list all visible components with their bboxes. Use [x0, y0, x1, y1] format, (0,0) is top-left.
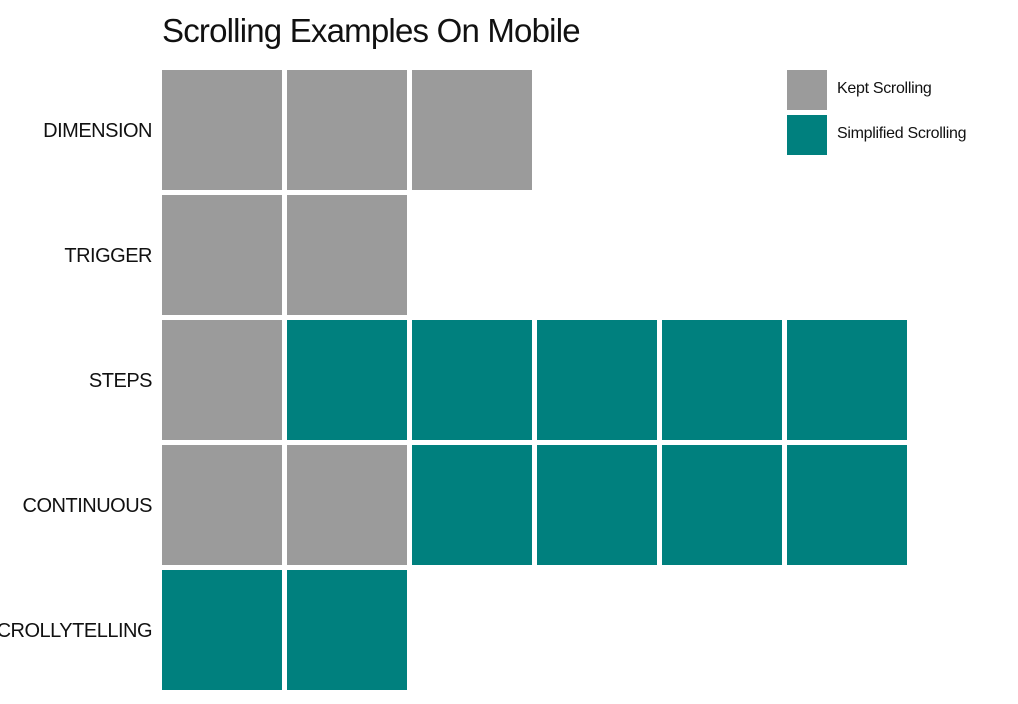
- cell-dimension-2: [287, 70, 407, 190]
- cell-steps-6: [787, 320, 907, 440]
- cell-continuous-1: [162, 445, 282, 565]
- legend-swatch-simplified-scrolling: [787, 115, 827, 155]
- cell-continuous-5: [662, 445, 782, 565]
- cell-continuous-4: [537, 445, 657, 565]
- row-label-continuous: CONTINUOUS: [23, 495, 153, 517]
- cell-steps-3: [412, 320, 532, 440]
- cell-trigger-1: [162, 195, 282, 315]
- legend-label-simplified-scrolling: Simplified Scrolling: [837, 125, 966, 142]
- cell-steps-1: [162, 320, 282, 440]
- legend-swatch-kept-scrolling: [787, 70, 827, 110]
- cell-scrollytelling-1: [162, 570, 282, 690]
- cell-dimension-1: [162, 70, 282, 190]
- chart-cells: [162, 70, 907, 690]
- row-labels: DIMENSION TRIGGER STEPS CONTINUOUS SCROLLYTE…: [0, 120, 153, 642]
- row-label-steps: STEPS: [89, 370, 152, 392]
- cell-continuous-2: [287, 445, 407, 565]
- row-label-dimension: DIMENSION: [43, 120, 152, 142]
- cell-dimension-3: [412, 70, 532, 190]
- legend-label-kept-scrolling: Kept Scrolling: [837, 80, 932, 97]
- cell-continuous-3: [412, 445, 532, 565]
- cell-steps-2: [287, 320, 407, 440]
- legend: Kept Scrolling Simplified Scrolling: [787, 70, 966, 155]
- row-label-scrollytelling: SCROLLYTELLING: [0, 620, 152, 642]
- cell-steps-4: [537, 320, 657, 440]
- cell-trigger-2: [287, 195, 407, 315]
- chart-title: Scrolling Examples On Mobile: [162, 12, 580, 49]
- cell-continuous-6: [787, 445, 907, 565]
- row-label-trigger: TRIGGER: [64, 245, 152, 267]
- cell-steps-5: [662, 320, 782, 440]
- cell-scrollytelling-2: [287, 570, 407, 690]
